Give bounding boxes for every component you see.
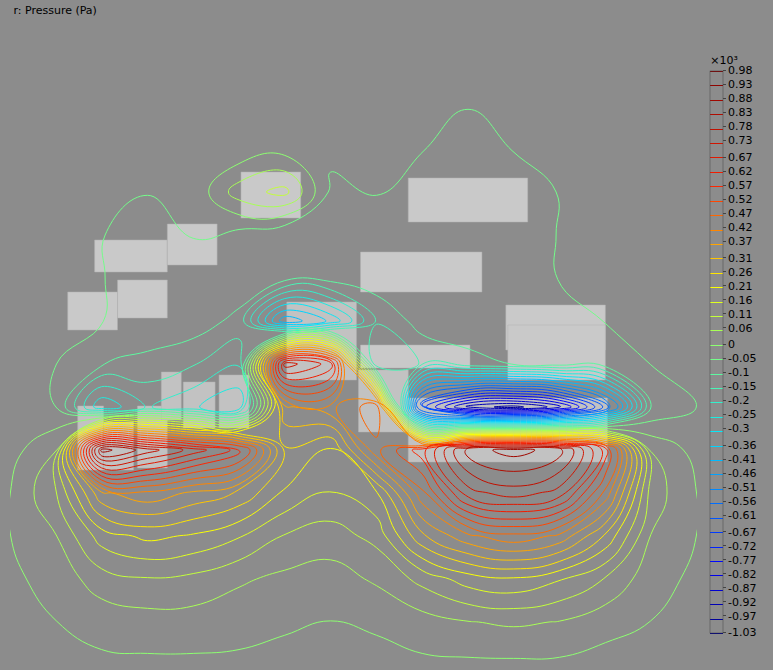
svg-text:-0.36: -0.36 [728, 439, 756, 452]
svg-text:0.26: 0.26 [728, 266, 753, 279]
svg-text:-0.05: -0.05 [728, 352, 756, 365]
svg-text:0.42: 0.42 [728, 221, 753, 234]
svg-text:0.06: 0.06 [728, 322, 753, 335]
svg-text:0.37: 0.37 [728, 235, 753, 248]
svg-text:-0.82: -0.82 [728, 568, 756, 581]
svg-text:0.57: 0.57 [728, 179, 753, 192]
svg-text:0.62: 0.62 [728, 165, 753, 178]
svg-text:-0.97: -0.97 [728, 610, 756, 623]
svg-text:-0.87: -0.87 [728, 582, 756, 595]
svg-text:-0.3: -0.3 [728, 422, 749, 435]
svg-text:0.98: 0.98 [728, 64, 753, 77]
svg-text:-0.2: -0.2 [728, 394, 749, 407]
svg-text:0.47: 0.47 [728, 207, 753, 220]
svg-text:0: 0 [728, 338, 735, 351]
svg-text:0.21: 0.21 [728, 280, 753, 293]
svg-text:-1.03: -1.03 [728, 626, 756, 639]
svg-text:-0.92: -0.92 [728, 596, 756, 609]
svg-text:0.73: 0.73 [728, 134, 753, 147]
svg-text:0.67: 0.67 [728, 151, 753, 164]
svg-text:-0.72: -0.72 [728, 540, 756, 553]
svg-text:-0.67: -0.67 [728, 526, 756, 539]
svg-text:-0.41: -0.41 [728, 453, 756, 466]
svg-text:0.93: 0.93 [728, 78, 753, 91]
svg-text:-0.15: -0.15 [728, 380, 756, 393]
svg-text:0.88: 0.88 [728, 92, 753, 105]
svg-text:0.83: 0.83 [728, 106, 753, 119]
svg-text:-0.77: -0.77 [728, 554, 756, 567]
svg-text:-0.61: -0.61 [728, 509, 756, 522]
svg-text:-0.46: -0.46 [728, 467, 756, 480]
svg-text:0.31: 0.31 [728, 252, 753, 265]
svg-text:0.78: 0.78 [728, 120, 753, 133]
svg-text:0.52: 0.52 [728, 193, 753, 206]
svg-text:0.11: 0.11 [728, 308, 753, 321]
svg-text:-0.1: -0.1 [728, 366, 749, 379]
svg-text:0.16: 0.16 [728, 294, 753, 307]
svg-text:-0.25: -0.25 [728, 408, 756, 421]
svg-text:×10³: ×10³ [710, 54, 738, 67]
svg-text:-0.51: -0.51 [728, 481, 756, 494]
svg-text:-0.56: -0.56 [728, 495, 756, 508]
svg-text:r: Pressure (Pa): r: Pressure (Pa) [13, 4, 96, 17]
